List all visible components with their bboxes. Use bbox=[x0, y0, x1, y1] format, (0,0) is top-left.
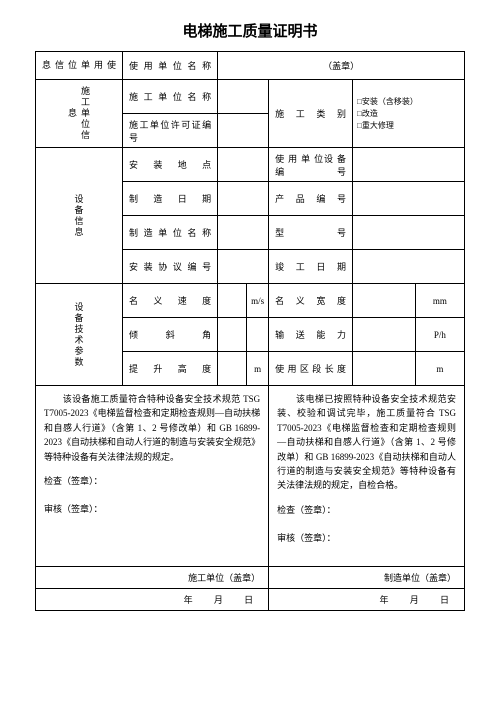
label-construction-unit-name: 施工单位名称 bbox=[123, 80, 218, 114]
label-user-equipment-no: 使 用 单 位设 备 编 号 bbox=[269, 148, 353, 182]
label-construction-type: 施 工 类 别 bbox=[269, 80, 353, 148]
construction-stamp-label: 施工单位（盖章） bbox=[36, 566, 269, 588]
unit-blank1 bbox=[247, 318, 269, 352]
value-user-unit-name: （盖章） bbox=[218, 52, 465, 80]
label-construction-license: 施工单位许可证编 号 bbox=[123, 114, 218, 148]
label-tilt-angle: 倾 斜 角 bbox=[123, 318, 218, 352]
label-user-unit-name: 使 用 单 位 名 称 bbox=[123, 52, 218, 80]
left-date: 年 月 日 bbox=[36, 588, 269, 610]
value-install-agreement-no bbox=[218, 250, 269, 284]
label-model: 型 号 bbox=[269, 216, 353, 250]
form-table: 使用单位信息 使 用 单 位 名 称 （盖章） 施工单位信息 施工单位名称 施 … bbox=[35, 51, 465, 611]
label-install-agreement-no: 安装协议编号 bbox=[123, 250, 218, 284]
label-transport-capacity: 输 送 能 力 bbox=[269, 318, 353, 352]
right-paragraph: 该电梯已按照特种设备安全技术规范安装、校验和调试完毕，施工质量符合 TSG T7… bbox=[277, 392, 456, 493]
right-declaration-cell: 该电梯已按照特种设备安全技术规范安装、校验和调试完毕，施工质量符合 TSG T7… bbox=[269, 386, 465, 567]
unit-ph: P/h bbox=[415, 318, 464, 352]
left-inspect-sign: 检查（签章）： bbox=[44, 474, 260, 488]
value-manufacture-date bbox=[218, 182, 269, 216]
label-manufacturer-name: 制造单位名称 bbox=[123, 216, 218, 250]
page-title: 电梯施工质量证明书 bbox=[35, 20, 465, 41]
value-construction-unit-name bbox=[218, 80, 269, 114]
right-audit-sign: 审核（签章）： bbox=[277, 531, 456, 545]
left-declaration-cell: 该设备施工质量符合特种设备安全技术规范 TSG T7005-2023《电梯监督检… bbox=[36, 386, 269, 567]
value-manufacturer-name bbox=[218, 216, 269, 250]
label-product-no: 产 品 编 号 bbox=[269, 182, 353, 216]
value-lift-height bbox=[218, 352, 247, 386]
label-nominal-speed: 名 义 速 度 bbox=[123, 284, 218, 318]
left-paragraph: 该设备施工质量符合特种设备安全技术规范 TSG T7005-2023《电梯监督检… bbox=[44, 392, 260, 464]
checkbox-repair: □重大修理 bbox=[357, 120, 460, 132]
value-user-equipment-no bbox=[352, 148, 464, 182]
label-lift-height: 提 升 高 度 bbox=[123, 352, 218, 386]
unit-mm: mm bbox=[415, 284, 464, 318]
value-nominal-speed bbox=[218, 284, 247, 318]
checkbox-install: □安装（含移装） bbox=[357, 96, 460, 108]
unit-m2: m bbox=[415, 352, 464, 386]
value-product-no bbox=[352, 182, 464, 216]
section-equipment-info: 设备信息 bbox=[36, 148, 123, 284]
unit-m1: m bbox=[247, 352, 269, 386]
label-nominal-width: 名 义 宽 度 bbox=[269, 284, 353, 318]
checkbox-modify: □改造 bbox=[357, 108, 460, 120]
right-inspect-sign: 检查（签章）： bbox=[277, 503, 456, 517]
construction-type-options: □安装（含移装） □改造 □重大修理 bbox=[352, 80, 464, 148]
left-audit-sign: 审核（签章）： bbox=[44, 502, 260, 516]
section-equipment-tech: 设备技术参数 bbox=[36, 284, 123, 386]
manufacture-stamp-label: 制造单位（盖章） bbox=[269, 566, 465, 588]
value-model bbox=[352, 216, 464, 250]
label-completion-date: 竣 工 日 期 bbox=[269, 250, 353, 284]
value-tilt-angle bbox=[218, 318, 247, 352]
label-manufacture-date: 制 造 日 期 bbox=[123, 182, 218, 216]
section-user-unit: 使用单位信息 bbox=[36, 52, 123, 80]
value-construction-license bbox=[218, 114, 269, 148]
unit-ms: m/s bbox=[247, 284, 269, 318]
value-install-location bbox=[218, 148, 269, 182]
value-transport-capacity bbox=[352, 318, 415, 352]
section-construction-unit: 施工单位信息 bbox=[36, 80, 123, 148]
value-completion-date bbox=[352, 250, 464, 284]
label-use-section-length: 使用区段长度 bbox=[269, 352, 353, 386]
label-install-location: 安 装 地 点 bbox=[123, 148, 218, 182]
value-nominal-width bbox=[352, 284, 415, 318]
value-use-section-length bbox=[352, 352, 415, 386]
right-date: 年 月 日 bbox=[269, 588, 465, 610]
